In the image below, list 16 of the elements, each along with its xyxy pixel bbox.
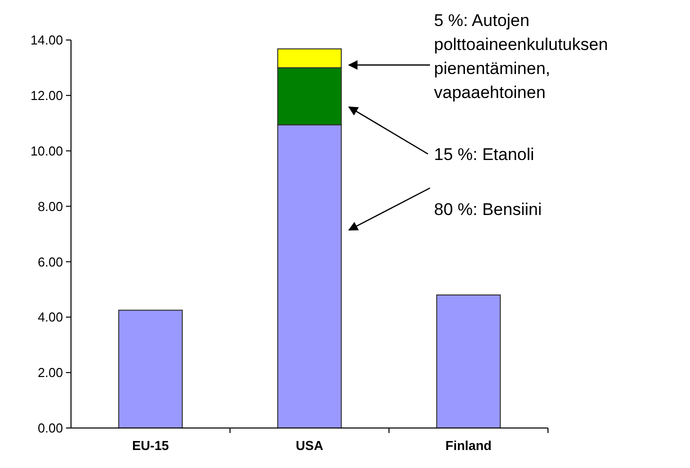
y-tick-label: 10.00	[30, 143, 63, 158]
bar	[118, 310, 183, 428]
bar	[436, 294, 501, 428]
y-tick-label: 0.00	[38, 420, 63, 436]
y-tick-label: 6.00	[38, 254, 63, 270]
annotation: 15 %: Etanoli	[434, 145, 534, 164]
y-tick-label: 8.00	[38, 198, 63, 214]
annotation: 5 %: Autojen polttoaineenkulutuksen pienentäminen, vapaaehtoinen	[434, 11, 608, 102]
x-tick-label: Finland	[445, 438, 492, 453]
y-tick-label: 14.00	[30, 32, 63, 48]
x-tick-label: EU-15	[132, 438, 169, 453]
y-tick-label: 2.00	[38, 365, 63, 380]
x-tick-label: USA	[296, 438, 324, 453]
y-tick-label: 4.00	[38, 310, 63, 325]
y-tick-label: 12.00	[30, 88, 63, 103]
annotation: 80 %: Bensiini	[434, 200, 542, 219]
